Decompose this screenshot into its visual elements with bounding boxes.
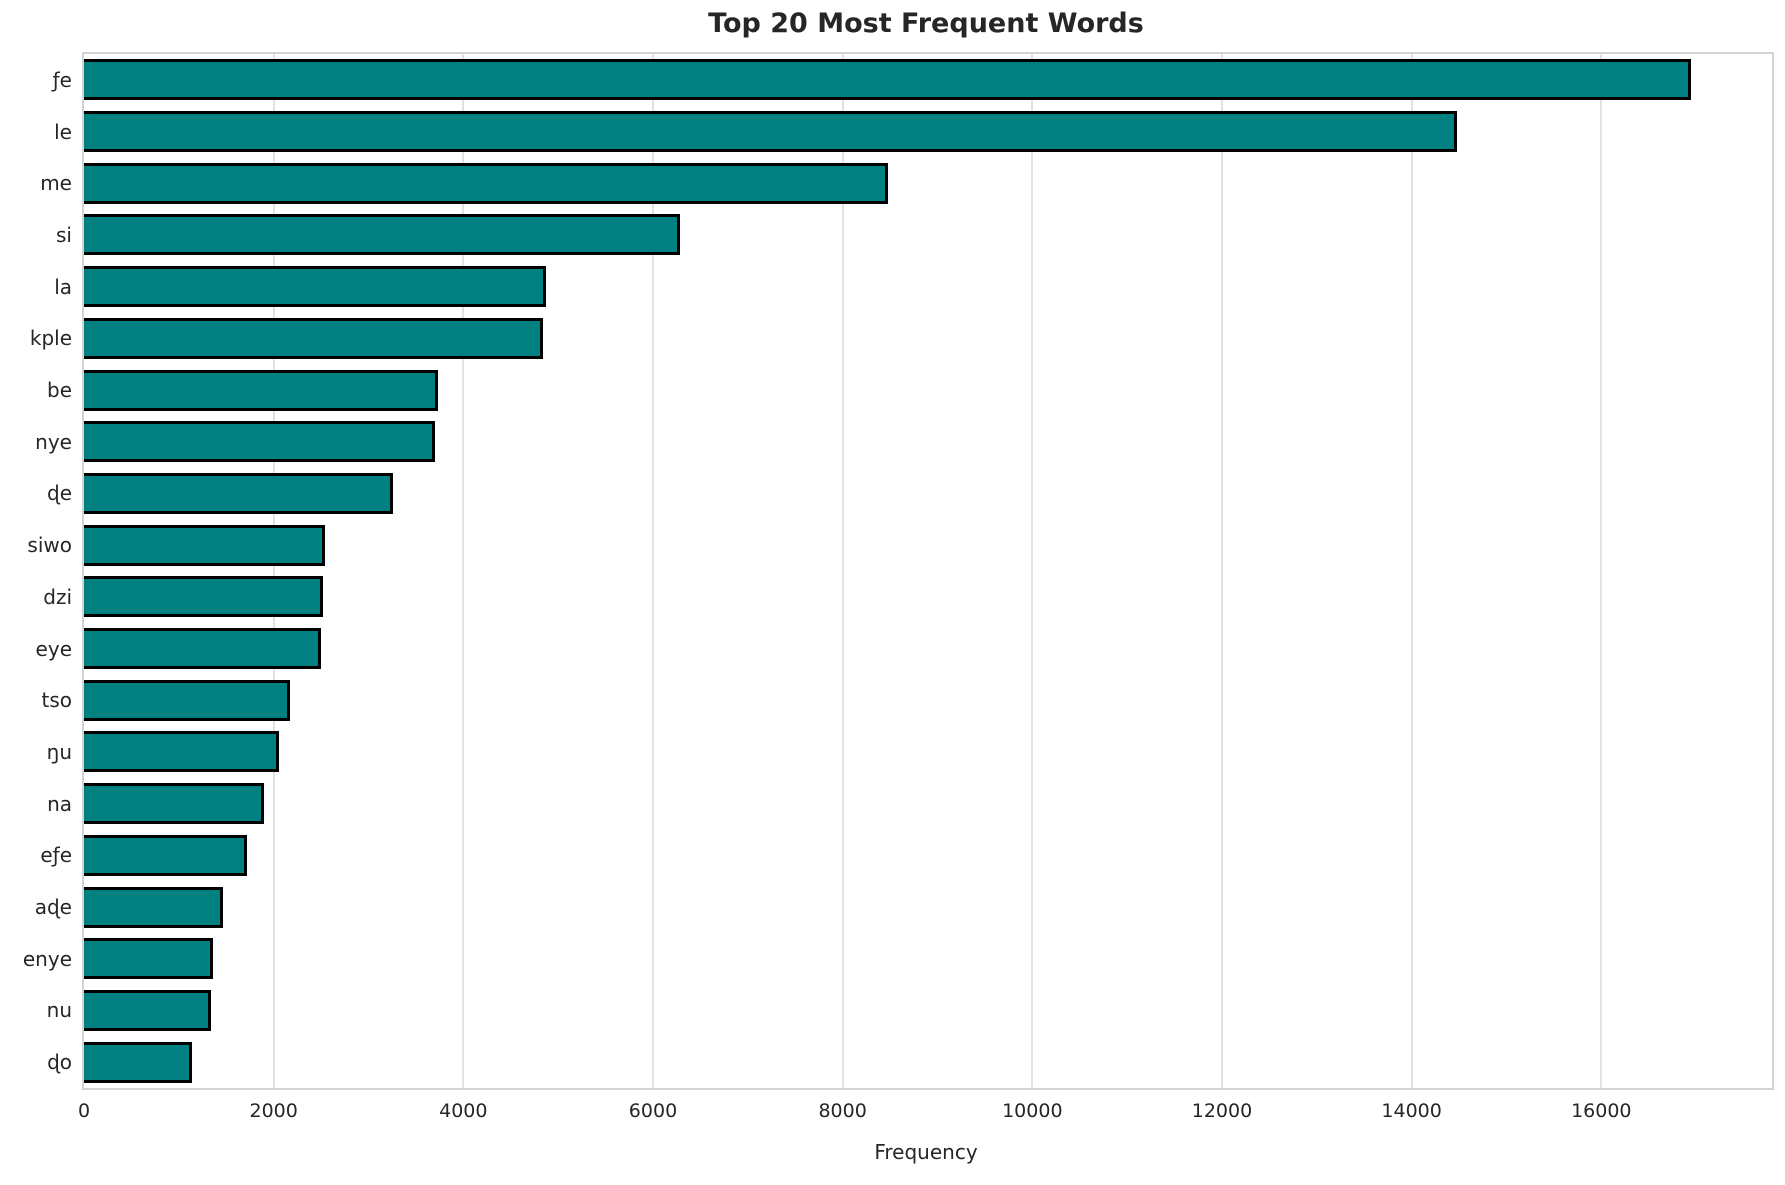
bar-ɖo [84,1042,192,1083]
y-tick-label-dzi: dzi [43,584,72,609]
gridline-x-14000 [1410,54,1413,1088]
bar-siwo [84,525,325,566]
chart-title: Top 20 Most Frequent Words [708,8,1144,39]
y-tick-label-me: me [40,171,72,196]
bar-eye [84,628,321,669]
y-tick-label-nu: nu [46,998,72,1023]
y-tick-label-ɖo: ɖo [47,1050,72,1075]
y-tick-label-la: la [54,274,72,299]
bar-dzi [84,576,323,617]
y-tick-label-nye: nye [35,429,72,454]
x-tick-label-0: 0 [77,1100,91,1122]
y-tick-label-na: na [47,791,72,816]
bar-kple [84,318,543,359]
gridline-x-6000 [651,54,654,1088]
bar-na [84,783,264,824]
bar-ƒe [84,59,1691,100]
bar-la [84,266,546,307]
y-tick-label-eye: eye [35,636,72,661]
y-tick-label-kple: kple [29,326,72,351]
y-tick-label-ɖe: ɖe [47,481,72,506]
bar-le [84,111,1457,152]
bar-me [84,163,888,204]
y-tick-label-ŋu: ŋu [46,739,72,764]
x-tick-label-2000: 2000 [249,1100,298,1122]
y-tick-label-eƒe: eƒe [40,843,72,868]
bar-si [84,214,680,255]
x-tick-label-14000: 14000 [1381,1100,1442,1122]
bar-nye [84,421,435,462]
x-tick-label-12000: 12000 [1191,1100,1253,1122]
gridline-x-16000 [1600,54,1603,1088]
y-tick-label-si: si [56,222,72,247]
gridline-x-12000 [1220,54,1223,1088]
x-tick-label-8000: 8000 [818,1100,867,1122]
y-tick-label-siwo: siwo [27,533,72,558]
bar-ɖe [84,473,393,514]
x-tick-label-6000: 6000 [628,1100,678,1122]
bar-ŋu [84,731,279,772]
y-tick-label-ƒe: ƒe [52,67,72,92]
y-tick-label-tso: tso [41,688,73,713]
y-tick-label-enye: enye [22,946,72,971]
x-tick-label-16000: 16000 [1571,1100,1632,1122]
x-tick-label-4000: 4000 [439,1100,488,1122]
y-tick-label-be: be [47,378,72,403]
x-axis-label: Frequency [874,1140,978,1164]
y-tick-label-aɖe: aɖe [34,895,72,920]
gridline-x-4000 [462,54,465,1088]
bar-eƒe [84,835,247,876]
bar-be [84,370,438,411]
bar-enye [84,938,213,979]
y-tick-label-le: le [54,119,72,144]
gridline-x-8000 [841,54,844,1088]
bar-aɖe [84,887,223,928]
gridline-x-2000 [272,54,275,1088]
bar-nu [84,990,211,1031]
plot-area: ƒe le me si la kple be nye ɖe siwo dzi eye tso ŋu na eƒ… [23,52,1774,1122]
bar-tso [84,680,290,721]
x-tick-label-10000: 10000 [1002,1100,1063,1122]
gridline-x-10000 [1031,54,1034,1088]
